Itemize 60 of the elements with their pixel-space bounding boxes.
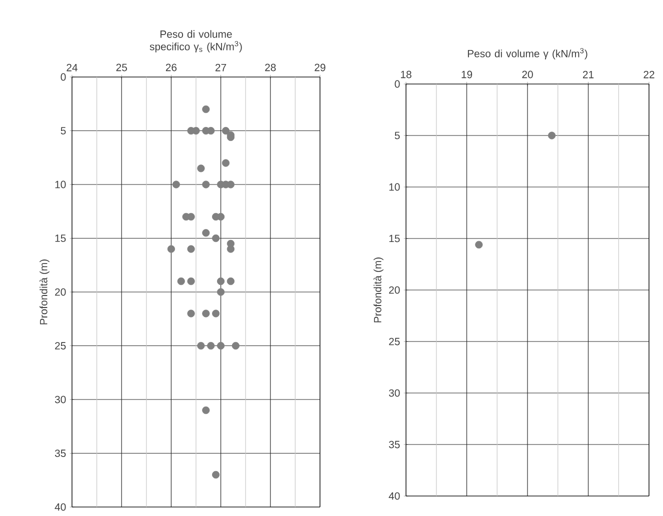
point	[217, 212, 225, 221]
point	[207, 126, 215, 135]
point	[207, 342, 215, 350]
point	[202, 406, 210, 414]
x-tick-label: 22	[644, 70, 654, 78]
point	[172, 180, 180, 188]
x-tick-label: 20	[522, 70, 533, 78]
point	[202, 105, 210, 114]
y-tick-label: 40	[388, 492, 400, 500]
y-tick-label: 5	[60, 127, 66, 134]
y-axis-title: Profondità (m)	[40, 260, 50, 324]
point	[197, 164, 205, 172]
x-axis-title: Peso di volume specifico γ$_{s}$ (kN/m$^{3}$)	[150, 30, 242, 52]
x-tick-label: 25	[116, 64, 127, 72]
point	[222, 126, 230, 135]
y-tick-label: 20	[389, 286, 400, 294]
point	[212, 234, 220, 242]
point	[202, 229, 210, 237]
x-tick-label: 27	[216, 64, 226, 72]
y-tick-label: 0	[394, 80, 400, 88]
x-tick-label: 29	[314, 64, 326, 72]
y-tick-label: 10	[389, 183, 400, 191]
x-tick-label: 19	[462, 70, 472, 78]
x-tick-label: 26	[166, 64, 177, 72]
point	[226, 277, 235, 286]
y-tick-label: 20	[55, 288, 66, 296]
point	[167, 245, 175, 253]
point	[187, 310, 195, 318]
y-tick-label: 35	[388, 440, 400, 448]
x-tick-label: 21	[582, 70, 594, 78]
point	[202, 310, 210, 318]
x-tick-label: 24	[66, 64, 78, 72]
point	[177, 277, 185, 286]
point	[212, 310, 220, 318]
y-tick-label: 0	[60, 73, 66, 81]
point	[187, 245, 195, 253]
point	[212, 470, 220, 479]
y-tick-label: 35	[54, 450, 66, 457]
y-tick-label: 25	[55, 342, 66, 350]
x-axis-title: Peso di volume γ (kN/m$^{3}$)	[468, 48, 588, 60]
y-tick-label: 5	[394, 132, 400, 140]
y-axis-title: Profondità (m)	[374, 258, 384, 322]
y-tick-label: 10	[55, 180, 66, 188]
y-tick-label: 40	[54, 503, 66, 511]
y-tick-label: 30	[388, 389, 400, 397]
point	[222, 159, 230, 167]
x-tick-label: 28	[265, 64, 276, 72]
point	[202, 180, 210, 188]
point	[197, 342, 205, 350]
y-tick-label: 30	[54, 396, 66, 404]
point	[226, 245, 235, 253]
point	[187, 277, 195, 286]
y-tick-label: 25	[389, 338, 400, 346]
point	[232, 342, 240, 350]
y-tick-label: 15	[55, 234, 66, 242]
point	[217, 342, 225, 350]
y-tick-label: 15	[389, 234, 400, 242]
x-tick-label: 18	[400, 70, 412, 78]
point	[217, 288, 225, 296]
point	[217, 277, 225, 286]
